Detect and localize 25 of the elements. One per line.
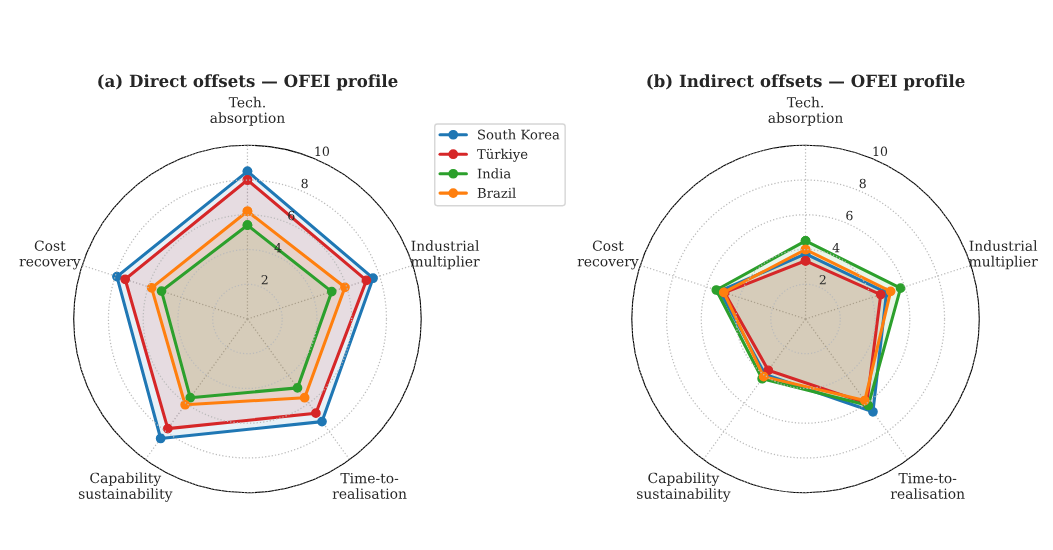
y-tick-label: 6 — [846, 210, 853, 221]
spoke-label: Industrial multiplier — [410, 240, 480, 270]
spoke-label: Cost recovery — [577, 240, 639, 270]
spoke-label: Time-to- realisation — [890, 472, 965, 499]
spoke-label: Time-to- realisation — [332, 472, 407, 499]
legend-label: South Korea — [478, 129, 560, 140]
y-tick-label: 2 — [819, 275, 826, 285]
spoke-label: Tech. absorption — [210, 96, 285, 126]
legend-label: Türkiye — [477, 148, 528, 162]
y-tick-label: 4 — [274, 242, 282, 253]
spoke-label: Capability sustainability — [637, 472, 731, 502]
spoke-label: Industrial multiplier — [969, 240, 1038, 270]
chart-title: (b) Indirect offsets — OFEI profile — [647, 74, 965, 91]
y-tick-label: 8 — [301, 178, 308, 189]
spoke-label: Tech. absorption — [768, 96, 843, 126]
y-tick-label: 2 — [261, 275, 268, 285]
spoke-label: Cost recovery — [19, 240, 81, 270]
spoke-label: Capability sustainability — [78, 472, 173, 502]
legend-label: Brazil — [477, 187, 516, 198]
y-tick-label: 10 — [873, 146, 888, 157]
y-tick-label: 10 — [315, 146, 330, 157]
chart-title: (a) Direct offsets — OFEI profile — [98, 74, 398, 91]
legend-label: India — [477, 168, 511, 179]
y-tick-label: 8 — [859, 178, 866, 189]
y-tick-label: 4 — [832, 242, 840, 253]
